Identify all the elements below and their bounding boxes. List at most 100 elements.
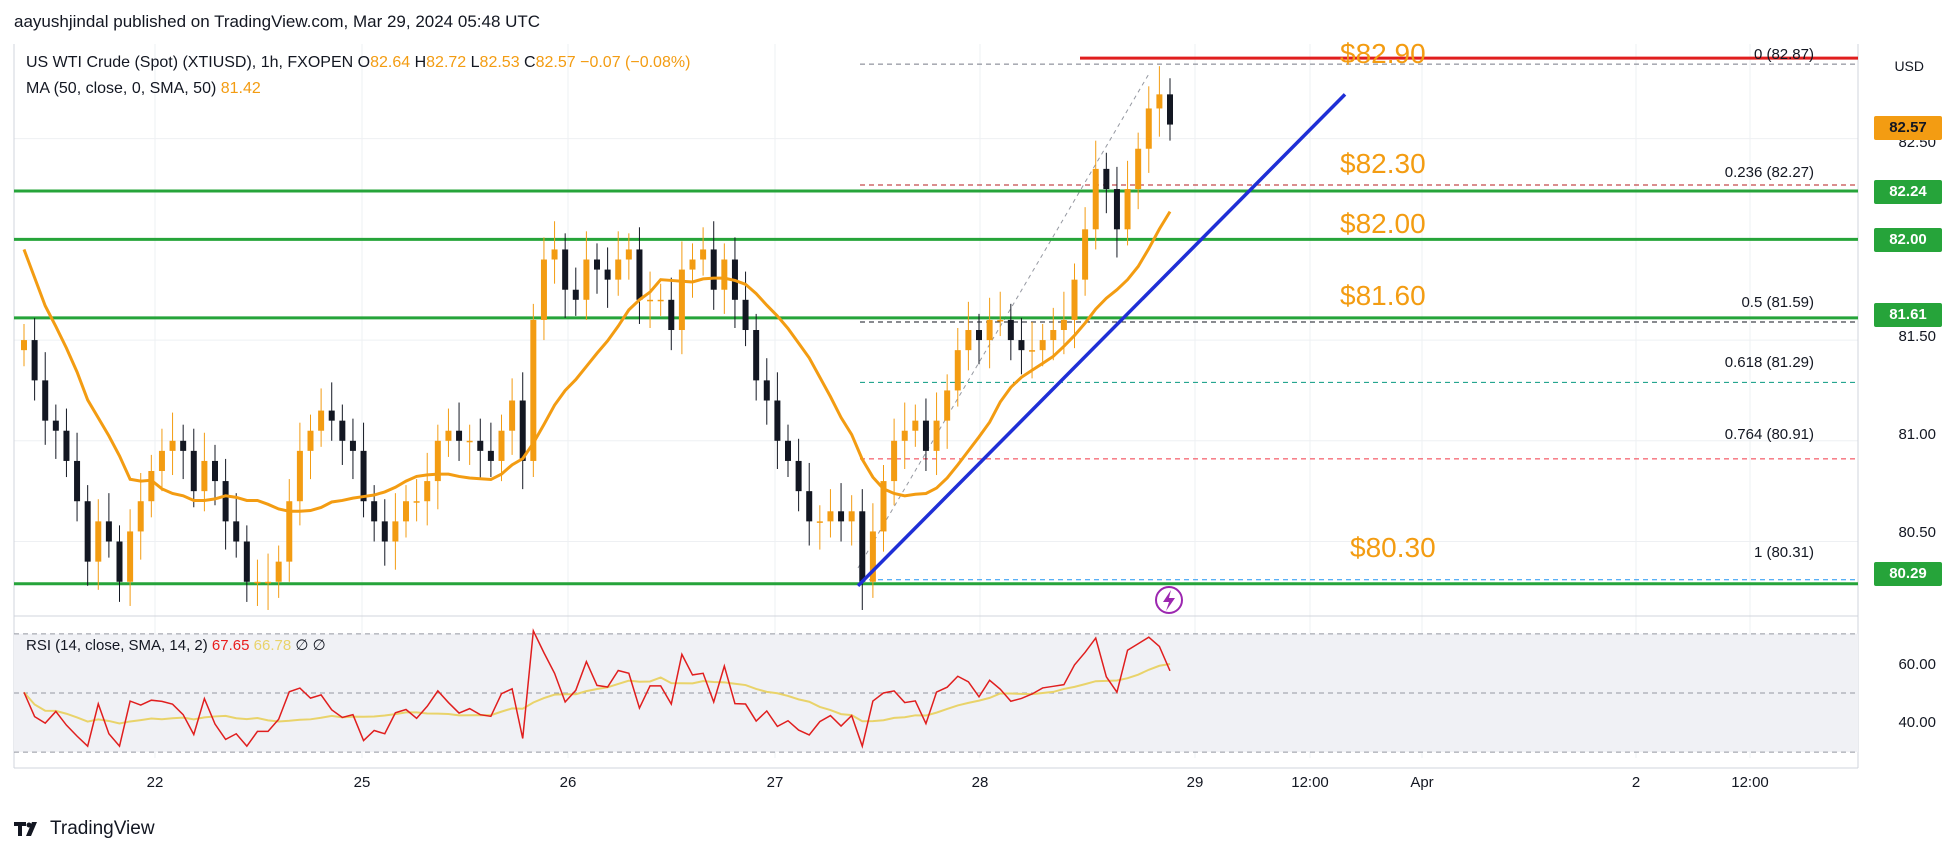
time-tick: Apr	[1410, 774, 1434, 791]
candle-body	[403, 501, 409, 522]
candle-body	[52, 420, 59, 431]
candle-body	[307, 430, 314, 451]
legend-rsi-extra: ∅ ∅	[295, 637, 326, 654]
candle-body	[848, 511, 855, 522]
candle-body	[668, 299, 675, 331]
candle-body	[1018, 340, 1025, 351]
legend-rsi-label: RSI (14, close, SMA, 14, 2)	[26, 637, 208, 654]
candle-body	[233, 521, 240, 542]
candle-body	[944, 390, 951, 421]
candle-body	[286, 501, 293, 562]
candle-body	[774, 400, 781, 441]
fib-label-0764: 0.764 (80.91)	[1724, 426, 1814, 443]
candle-body	[381, 521, 388, 542]
candle-body	[721, 259, 728, 290]
candle-body	[243, 541, 250, 582]
candle-body	[997, 319, 1004, 322]
time-tick: 29	[1186, 774, 1204, 791]
fib-label-0236: 0.236 (82.27)	[1724, 164, 1814, 181]
legend-ma-label: MA (50, close, 0, SMA, 50)	[26, 80, 217, 97]
candle-body	[371, 501, 378, 522]
candle-body	[594, 259, 600, 270]
publisher-line: aayushjindal published on TradingView.co…	[14, 12, 541, 31]
axis-badge-82-00: 82.00	[1874, 228, 1942, 252]
candle-body	[1092, 168, 1099, 230]
candle-body	[360, 450, 367, 502]
candle-body	[509, 400, 516, 431]
axis-badge-82-24: 82.24	[1874, 180, 1942, 204]
candle-body	[201, 460, 208, 492]
price-annotation-81-60: $81.60	[1340, 280, 1426, 311]
legend-open-key: O	[357, 54, 371, 71]
candle-body	[891, 440, 898, 482]
legend-rsi-value: 67.65	[211, 637, 250, 654]
trend-line	[856, 93, 1347, 588]
candle-body	[562, 249, 569, 290]
legend-ma: MA (50, close, 0, SMA, 50) 81.42	[26, 80, 261, 98]
candle-body	[328, 410, 335, 421]
candle-body	[753, 330, 760, 381]
candle-body	[869, 531, 876, 582]
candle-body	[456, 430, 463, 441]
candle-body	[42, 380, 49, 421]
legend-ohlc: US WTI Crude (Spot) (XTIUSD), 1h, FXOPEN…	[26, 54, 690, 72]
legend-high-key: H	[414, 54, 427, 71]
candle-body	[901, 430, 908, 441]
legend-close-key: C	[524, 54, 536, 71]
candle-body	[710, 249, 717, 290]
legend-low: 82.53	[479, 54, 520, 71]
candle-body	[318, 410, 325, 431]
price-tick: 81.00	[1898, 426, 1936, 443]
price-annotation-80-30: $80.30	[1350, 532, 1436, 563]
candle-body	[1039, 340, 1046, 351]
candle-body	[1135, 148, 1142, 190]
price-tick: 80.50	[1898, 524, 1936, 541]
candle-body	[212, 460, 218, 482]
fib-diagonal	[857, 71, 1151, 569]
tradingview-logo[interactable]: TradingView	[14, 818, 155, 840]
candle-body	[657, 299, 664, 302]
candle-body	[816, 521, 823, 523]
legend-open: 82.64	[370, 54, 411, 71]
fib-label-1: 1 (80.31)	[1753, 544, 1814, 561]
axis-badge-80-29: 80.29	[1874, 562, 1942, 586]
candle-body	[965, 330, 972, 351]
candle-body	[349, 440, 356, 451]
tradingview-logo-icon	[14, 822, 37, 836]
candle-body	[912, 420, 919, 431]
candle-body	[169, 440, 176, 451]
axis-badge-81-61: 81.61	[1874, 303, 1942, 327]
candle-body	[265, 581, 272, 584]
candle-body	[647, 299, 654, 302]
candle-body	[1029, 350, 1036, 352]
fib-label-05: 0.5 (81.59)	[1741, 294, 1814, 311]
candle-body	[700, 249, 707, 260]
candle-body	[763, 380, 770, 401]
currency-label[interactable]: USD	[1894, 58, 1924, 74]
candle-body	[604, 269, 611, 280]
candle-body	[880, 481, 887, 532]
axis-badge-last-price: 82.57	[1874, 116, 1942, 140]
candle-body	[127, 531, 134, 582]
fib-label-0: 0 (82.87)	[1753, 46, 1814, 63]
time-tick: 12:00	[1291, 774, 1329, 791]
price-tick: 81.50	[1898, 328, 1936, 345]
legend-high: 82.72	[426, 54, 467, 71]
time-tick: 2	[1631, 774, 1641, 791]
fib-label-0618: 0.618 (81.29)	[1724, 354, 1814, 371]
candle-body	[1007, 319, 1014, 341]
candle-body	[838, 511, 845, 522]
candle-body	[477, 440, 484, 451]
candle-body	[551, 249, 558, 260]
candle-body	[95, 521, 102, 562]
candle-body	[1124, 189, 1131, 230]
candle-body	[795, 460, 802, 492]
time-tick: 26	[559, 774, 577, 791]
candle-body	[742, 299, 749, 331]
candle-body	[445, 430, 452, 441]
candle-body	[540, 259, 547, 320]
candle-body	[954, 350, 961, 391]
candle-body	[1156, 94, 1163, 109]
candle-body	[296, 450, 303, 502]
